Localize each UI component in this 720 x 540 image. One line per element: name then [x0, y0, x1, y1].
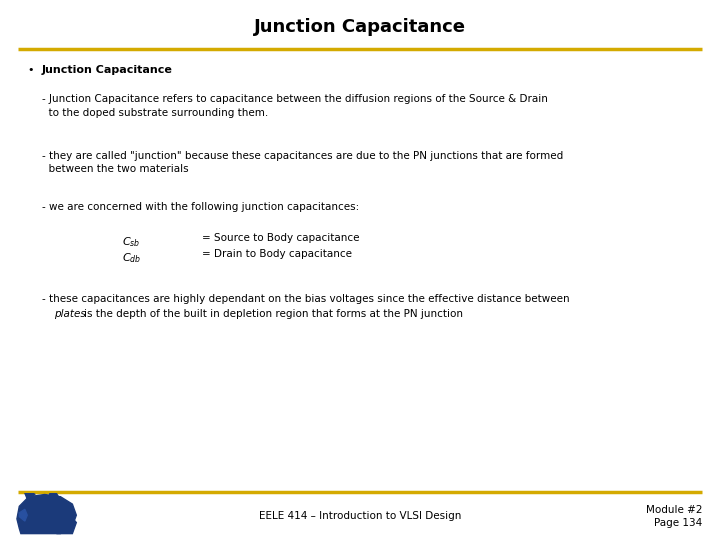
Text: - they are called "junction" because these capacitances are due to the PN juncti: - they are called "junction" because the…: [42, 151, 563, 174]
Text: Junction Capacitance: Junction Capacitance: [42, 65, 173, 75]
Text: Module #2
Page 134: Module #2 Page 134: [646, 505, 702, 528]
Text: - these capacitances are highly dependant on the bias voltages since the effecti: - these capacitances are highly dependan…: [42, 294, 570, 305]
Polygon shape: [17, 495, 76, 534]
Text: •: •: [27, 65, 34, 75]
Text: = Source to Body capacitance: = Source to Body capacitance: [202, 233, 359, 244]
Text: = Drain to Body capacitance: = Drain to Body capacitance: [202, 249, 351, 260]
Polygon shape: [49, 487, 59, 497]
Polygon shape: [22, 487, 35, 499]
Text: Junction Capacitance: Junction Capacitance: [254, 18, 466, 36]
Text: $C_{sb}$: $C_{sb}$: [122, 235, 141, 249]
Polygon shape: [57, 515, 76, 534]
Text: $C_{db}$: $C_{db}$: [122, 251, 142, 265]
Polygon shape: [19, 509, 27, 521]
Text: - Junction Capacitance refers to capacitance between the diffusion regions of th: - Junction Capacitance refers to capacit…: [42, 94, 548, 118]
Text: plates: plates: [54, 309, 86, 319]
Text: - we are concerned with the following junction capacitances:: - we are concerned with the following ju…: [42, 202, 359, 213]
Ellipse shape: [26, 497, 55, 521]
Text: EELE 414 – Introduction to VLSI Design: EELE 414 – Introduction to VLSI Design: [258, 511, 462, 521]
Text: is the depth of the built in depletion region that forms at the PN junction: is the depth of the built in depletion r…: [84, 309, 463, 319]
